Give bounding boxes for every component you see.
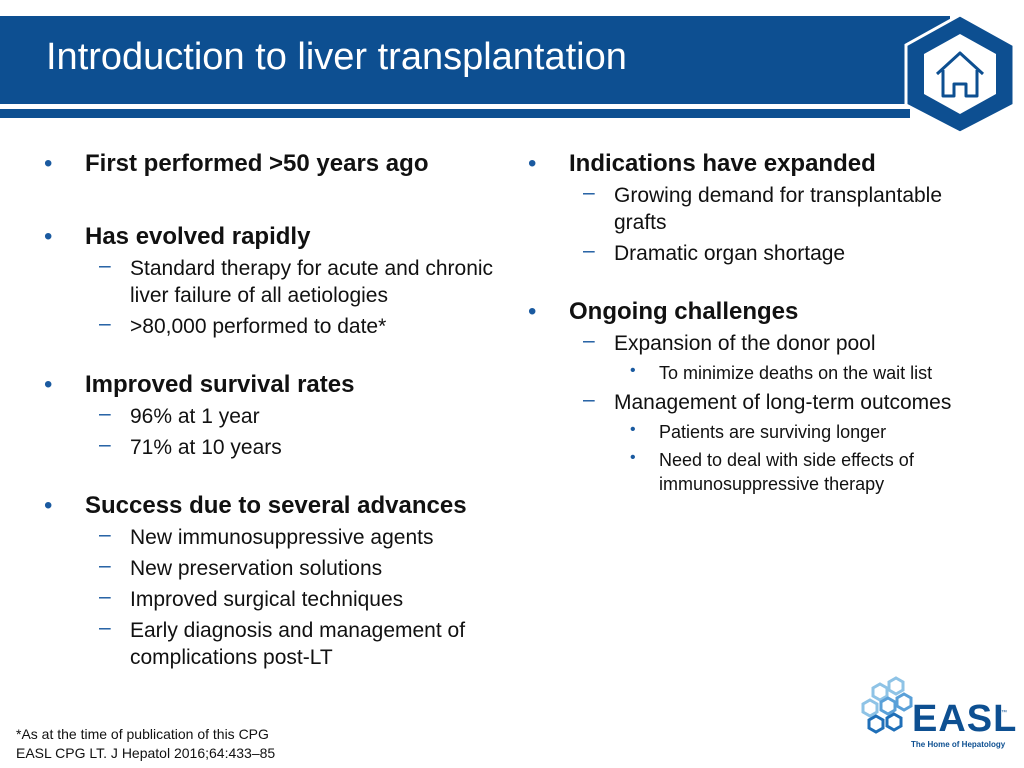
bullet-heading-marker: • xyxy=(44,223,53,250)
sub-sub-bullet-text: To minimize deaths on the wait list xyxy=(659,363,933,383)
left-column: • First performed >50 years ago • Has evolv… xyxy=(44,150,514,671)
sub-bullet-marker: – xyxy=(99,616,111,639)
sub-sub-bullet: • To minimize deaths on the wait list xyxy=(528,361,998,385)
sub-bullet-text: Growing demand for transplantable grafts xyxy=(614,184,943,234)
title-bar xyxy=(0,16,950,104)
sub-bullet: – Management of long-term outcomes xyxy=(528,388,998,416)
sub-bullet-text: New immunosuppressive agents xyxy=(130,526,434,549)
footnote-line: *As at the time of publication of this C… xyxy=(16,726,269,742)
bullet-heading-text: Improved survival rates xyxy=(85,371,355,398)
bullet-heading-marker: • xyxy=(528,298,537,325)
sub-bullet-text: Expansion of the donor pool xyxy=(614,332,876,355)
citation: EASL CPG LT. J Hepatol 2016;64:433–85 xyxy=(16,745,276,761)
slide-title: Introduction to liver transplantation xyxy=(46,36,627,78)
sub-bullet: – Standard therapy for acute and chronic … xyxy=(44,254,514,309)
home-icon xyxy=(935,51,985,98)
bullet-heading: • First performed >50 years ago xyxy=(44,150,514,178)
bullet-heading-text: First performed >50 years ago xyxy=(85,150,429,177)
bullet-heading: • Indications have expanded xyxy=(528,150,998,178)
sub-bullet-text: Management of long-term outcomes xyxy=(614,391,952,414)
sub-bullet-marker: – xyxy=(583,329,595,352)
sub-sub-bullet-text: Patients are surviving longer xyxy=(659,422,887,442)
trademark-mark: ™ xyxy=(1001,710,1007,716)
sub-bullet-marker: – xyxy=(99,585,111,608)
sub-bullet-text: Dramatic organ shortage xyxy=(614,242,846,265)
sub-bullet-marker: – xyxy=(583,239,595,262)
bullet-heading: • Success due to several advances xyxy=(44,492,514,520)
bullet-heading-marker: • xyxy=(44,492,53,519)
bullet-heading-text: Ongoing challenges xyxy=(569,298,799,325)
sub-bullet-text: Early diagnosis and management of compli… xyxy=(130,619,466,669)
bullet-heading: • Improved survival rates xyxy=(44,371,514,399)
sub-bullet-marker: – xyxy=(99,402,111,425)
bullet-heading: • Ongoing challenges xyxy=(528,298,998,326)
sub-sub-bullet-marker: • xyxy=(630,421,636,438)
bullet-heading-marker: • xyxy=(44,150,53,177)
footnote: *As at the time of publication of this C… xyxy=(16,725,275,763)
sub-bullet: – New preservation solutions xyxy=(44,554,514,582)
sub-bullet-text: Standard therapy for acute and chronic l… xyxy=(130,257,494,307)
sub-bullet-text: Improved surgical techniques xyxy=(130,588,404,611)
sub-sub-bullet: • Need to deal with side effects of immun… xyxy=(528,448,998,496)
bullet-heading: • Has evolved rapidly xyxy=(44,223,514,251)
sub-bullet-text: 71% at 10 years xyxy=(130,436,282,459)
easl-logo-word: EASL xyxy=(912,698,1018,740)
sub-bullet: – Dramatic organ shortage xyxy=(528,239,998,267)
sub-bullet: – Improved surgical techniques xyxy=(44,585,514,613)
bullet-heading-marker: • xyxy=(528,150,537,177)
bullet-heading-text: Indications have expanded xyxy=(569,150,876,177)
sub-sub-bullet-text: Need to deal with side effects of immuno… xyxy=(659,450,914,494)
sub-bullet-marker: – xyxy=(99,554,111,577)
sub-bullet-marker: – xyxy=(99,254,111,277)
sub-bullet: – >80,000 performed to date* xyxy=(44,312,514,340)
sub-bullet: –71% at 10 years xyxy=(44,433,514,461)
bullet-heading-text: Success due to several advances xyxy=(85,492,467,519)
sub-sub-bullet-marker: • xyxy=(630,362,636,379)
sub-sub-bullet: • Patients are surviving longer xyxy=(528,420,998,444)
sub-bullet-text: New preservation solutions xyxy=(130,557,383,580)
sub-bullet-marker: – xyxy=(99,312,111,335)
bullet-heading-text: Has evolved rapidly xyxy=(85,223,311,250)
sub-bullet-marker: – xyxy=(583,181,595,204)
right-column: • Indications have expanded – Growing deman… xyxy=(528,150,998,496)
sub-sub-bullet-marker: • xyxy=(630,449,636,466)
sub-bullet: – New immunosuppressive agents xyxy=(44,523,514,551)
sub-bullet: – Early diagnosis and management of compl… xyxy=(44,616,514,671)
sub-bullet: – Expansion of the donor pool xyxy=(528,329,998,357)
easl-logo-mark xyxy=(861,676,913,734)
sub-bullet-marker: – xyxy=(583,388,595,411)
sub-bullet-text: >80,000 performed to date* xyxy=(130,315,387,338)
sub-bullet-marker: – xyxy=(99,433,111,456)
easl-tagline: The Home of Hepatology xyxy=(911,740,1006,749)
sub-bullet: – Growing demand for transplantable graft… xyxy=(528,181,998,236)
sub-bullet-marker: – xyxy=(99,523,111,546)
sub-bullet: –96% at 1 year xyxy=(44,402,514,430)
home-button[interactable] xyxy=(901,12,1019,136)
bullet-heading-marker: • xyxy=(44,371,53,398)
sub-bullet-text: 96% at 1 year xyxy=(130,405,260,428)
title-stripe xyxy=(0,109,910,118)
